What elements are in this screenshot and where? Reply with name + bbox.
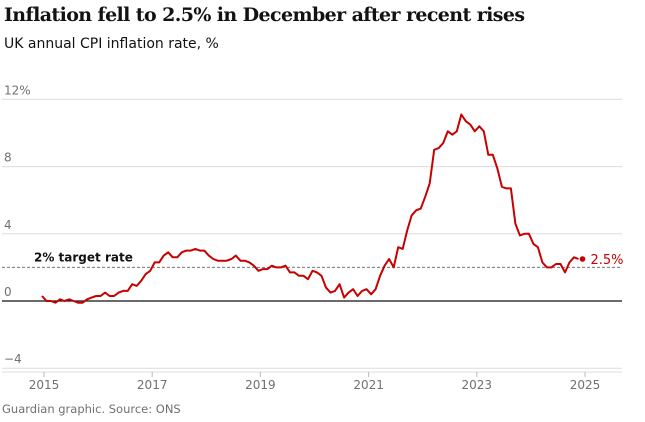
x-tick-label: 2025 [570, 378, 601, 392]
x-tick-label: 2019 [245, 378, 276, 392]
y-tick-label: 12% [4, 83, 31, 97]
cpi-series-line [41, 113, 579, 304]
chart-subtitle: UK annual CPI inflation rate, % [4, 36, 219, 52]
y-tick-label: 0 [4, 285, 12, 299]
source-note: Guardian graphic. Source: ONS [2, 402, 181, 416]
end-point-marker [579, 256, 586, 262]
x-tick-label: 2023 [462, 378, 493, 392]
x-tick-label: 2021 [353, 378, 384, 392]
end-value-label: 2.5% [590, 253, 623, 268]
chart-title: Inflation fell to 2.5% in December after… [4, 4, 525, 26]
x-tick-label: 2015 [29, 378, 60, 392]
y-tick-label: 8 [4, 151, 12, 165]
target-rate-label: 2% target rate [34, 250, 133, 264]
y-tick-label: −4 [4, 352, 22, 366]
y-tick-label: 4 [4, 218, 12, 232]
x-tick-label: 2017 [137, 378, 168, 392]
